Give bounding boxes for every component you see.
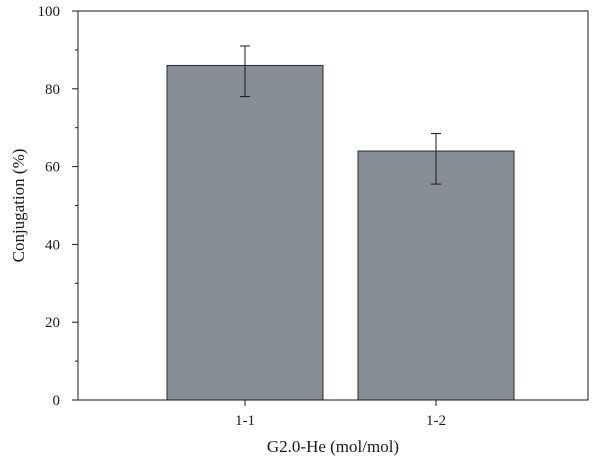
error-bars-layer xyxy=(240,45,441,185)
y-tick-label-20: 20 xyxy=(45,315,60,331)
bar-1-2 xyxy=(357,150,515,401)
y-tick-label-40: 40 xyxy=(45,237,60,253)
y-tick-label-60: 60 xyxy=(45,160,60,176)
bar-1-1 xyxy=(166,64,324,401)
y-tick-label-0: 0 xyxy=(53,393,61,409)
y-tick-label-80: 80 xyxy=(45,82,60,98)
x-tick-label-1-2: 1-2 xyxy=(426,413,446,429)
y-axis: 0 20 40 60 80 100 xyxy=(38,4,78,409)
bars-layer xyxy=(166,64,515,401)
y-tick-label-100: 100 xyxy=(38,4,61,20)
x-tick-label-1-1: 1-1 xyxy=(235,413,255,429)
x-axis: 1-1 1-2 xyxy=(235,400,446,429)
x-axis-title: G2.0-He (mol/mol) xyxy=(267,437,399,456)
y-axis-title: Conjugation (%) xyxy=(9,149,28,263)
